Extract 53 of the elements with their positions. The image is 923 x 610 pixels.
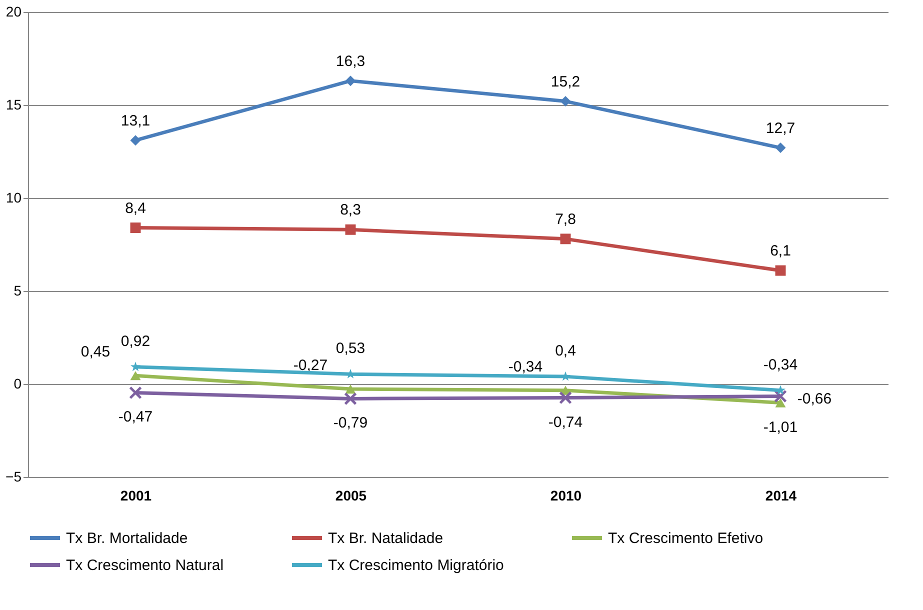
data-label: 7,8: [555, 210, 576, 228]
point: [345, 384, 356, 394]
data-label: 12,7: [766, 120, 796, 137]
data-label: 6,1: [770, 242, 791, 260]
y-tick-label: 20: [6, 4, 22, 20]
point: [346, 368, 356, 378]
point: [130, 362, 140, 372]
y-tick-label: 10: [6, 190, 22, 206]
y-tick-label: −5: [6, 468, 22, 484]
data-label: -0,47: [118, 408, 153, 426]
x-tick-label: 2001: [120, 488, 152, 504]
legend-label: Tx Crescimento Migratório: [328, 557, 504, 574]
y-tick-label: 5: [14, 282, 22, 298]
point: [130, 222, 141, 234]
data-label: 13,1: [120, 112, 150, 130]
point: [775, 142, 786, 154]
data-label: -0,66: [797, 390, 832, 408]
data-label: 0,4: [555, 342, 576, 360]
data-label: -0,79: [333, 414, 368, 432]
point: [559, 391, 572, 404]
point: [345, 224, 356, 235]
y-tick-label: 15: [6, 96, 22, 112]
data-label: 0,45: [80, 344, 110, 361]
data-label: -0,34: [763, 356, 798, 374]
point: [129, 386, 142, 400]
point: [560, 371, 570, 381]
data-label: 0,92: [120, 332, 150, 350]
data-label: -1,01: [763, 418, 798, 436]
x-tick-label: 2010: [550, 488, 582, 504]
data-label: 8,4: [125, 200, 146, 217]
point: [560, 96, 571, 107]
data-label: 0,53: [336, 340, 366, 358]
point: [775, 398, 786, 408]
point: [344, 392, 357, 406]
data-label: 16,3: [336, 52, 366, 70]
data-label: -0,34: [508, 358, 543, 376]
data-label: -0,27: [293, 357, 328, 374]
x-tick-label: 2005: [335, 488, 367, 504]
point: [130, 371, 141, 380]
point: [130, 135, 141, 146]
data-label: 15,2: [550, 73, 580, 90]
point: [775, 265, 786, 276]
data-label: -0,74: [548, 414, 583, 431]
legend-label: Tx Crescimento Efetivo: [608, 530, 764, 547]
legend-label: Tx Br. Natalidade: [328, 530, 444, 547]
point: [345, 76, 356, 86]
x-tick-label: 2014: [765, 488, 797, 504]
point: [774, 390, 787, 403]
point: [560, 234, 571, 244]
legend-label: Tx Crescimento Natural: [66, 557, 224, 574]
data-label: 8,3: [340, 202, 361, 219]
legend-label: Tx Br. Mortalidade: [66, 530, 188, 547]
y-tick-label: 0: [14, 376, 22, 392]
